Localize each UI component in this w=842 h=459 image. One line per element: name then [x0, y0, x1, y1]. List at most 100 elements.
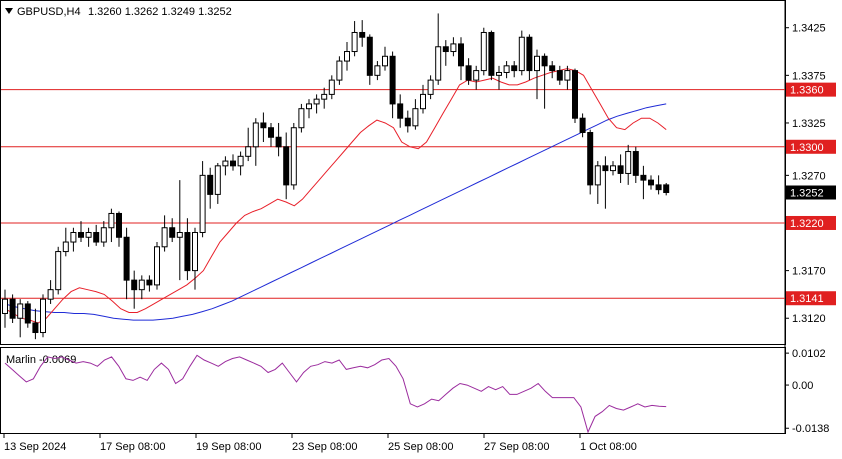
marlin-tick-label: 0.0102 [792, 348, 826, 360]
time-tick-label: 23 Sep 08:00 [292, 441, 357, 453]
candle-body [473, 70, 480, 81]
indicator-frame [0, 347, 786, 434]
candle-body [465, 65, 472, 81]
candle-body [283, 146, 290, 186]
price-tick-label: 1.3120 [792, 313, 826, 325]
candle-body [579, 117, 586, 133]
candle-body [503, 65, 510, 73]
candle-body [108, 212, 115, 229]
slow-moving-average [4, 103, 667, 321]
symbol-dropdown-icon[interactable] [5, 8, 13, 14]
level-tag-bg [786, 215, 836, 230]
candle-body [556, 70, 563, 81]
candle-body [146, 279, 153, 286]
candle-body [610, 165, 616, 172]
ohlc-values: 1.3260 1.3262 1.3249 1.3252 [88, 6, 232, 18]
level-price-tags: 1.3360 1.3300 1.3220 1.3141 [786, 82, 836, 306]
candle-body [9, 298, 16, 319]
time-tick-label: 13 Sep 2024 [4, 441, 66, 453]
candle-body [199, 174, 206, 234]
marlin-oscillator [4, 354, 667, 434]
symbol-label: GBPUSD,H4 [17, 6, 81, 18]
candlesticks [2, 13, 670, 340]
candle-body [40, 298, 46, 334]
current-price-label: 1.3252 [790, 188, 824, 200]
candle-body [321, 93, 328, 100]
candle-body [17, 303, 24, 319]
candle-body [306, 103, 312, 110]
candle-body [336, 60, 343, 81]
candle-body [648, 179, 654, 186]
candle-body [382, 55, 388, 67]
candle-body [420, 93, 426, 110]
candle-body [93, 232, 100, 243]
candle-body [328, 79, 335, 95]
level-tag-bg [786, 82, 836, 97]
candle-body [131, 279, 138, 291]
candle-body [123, 236, 130, 281]
candle-body [268, 127, 274, 138]
time-axis-ticks: 13 Sep 2024 17 Sep 08:00 19 Sep 08:00 23 Se… [3, 434, 637, 453]
candle-body [496, 71, 502, 76]
candle-body [541, 55, 548, 67]
candle-body [632, 151, 639, 176]
candle-body [602, 165, 609, 172]
candle-body [344, 51, 350, 62]
time-tick-label: 27 Sep 08:00 [484, 441, 549, 453]
candle-body [351, 31, 358, 53]
candle-body [511, 65, 518, 72]
price-axis-ticks: 1.3425 1.3375 1.3325 1.3270 1.3220 1.3170 1.31… [785, 23, 826, 325]
time-tick-label: 19 Sep 08:00 [196, 441, 261, 453]
candle-body [78, 232, 84, 238]
candle-body [290, 127, 297, 186]
candle-body [62, 241, 69, 253]
candle-body [116, 212, 122, 238]
time-tick-label: 17 Sep 08:00 [100, 441, 165, 453]
candle-body [427, 79, 434, 95]
candle-body [176, 232, 183, 238]
price-tick-label: 1.3325 [792, 118, 826, 130]
candle-body [275, 136, 282, 148]
candle-body [154, 246, 160, 286]
marlin-tick-label: -0.0138 [792, 423, 829, 435]
candle-body [161, 227, 168, 248]
slow-ma-line [4, 103, 667, 321]
candle-body [260, 122, 267, 129]
candle-body [549, 65, 556, 72]
level-tag-label: 1.3141 [790, 293, 824, 305]
candle-body [24, 303, 31, 324]
level-tag-bg [786, 139, 836, 154]
candle-body [47, 289, 54, 300]
fast-ma-line [4, 68, 667, 324]
candle-body [374, 65, 381, 76]
candle-body [594, 165, 601, 186]
candle-body [534, 55, 540, 72]
candle-body [359, 31, 366, 38]
price-tick-label: 1.3270 [792, 170, 826, 182]
time-tick-label: 1 Oct 08:00 [580, 441, 637, 453]
marlin-axis-ticks: 0.0102 0.00 -0.0138 [785, 348, 829, 435]
marlin-line [4, 354, 667, 434]
current-price-bg [786, 185, 836, 200]
candle-body [192, 232, 198, 272]
candle-body [435, 46, 442, 81]
marlin-indicator-label: Marlin -0.0069 [6, 354, 76, 366]
candle-body [640, 174, 647, 181]
time-tick-label: 25 Sep 08:00 [388, 441, 453, 453]
candle-body [518, 36, 525, 72]
candle-body [85, 232, 92, 238]
price-tick-label: 1.3375 [792, 70, 826, 82]
candle-body [397, 103, 404, 119]
candle-body [663, 184, 670, 194]
candle-body [458, 43, 464, 67]
candle-body [625, 151, 632, 174]
level-tag-label: 1.3360 [790, 85, 824, 97]
candle-body [617, 165, 624, 174]
marlin-tick-label: 0.00 [792, 380, 813, 392]
candle-body [298, 108, 305, 129]
candle-body [442, 46, 449, 53]
candle-body [587, 131, 594, 186]
candle-body [526, 36, 533, 72]
candle-body [366, 36, 373, 76]
